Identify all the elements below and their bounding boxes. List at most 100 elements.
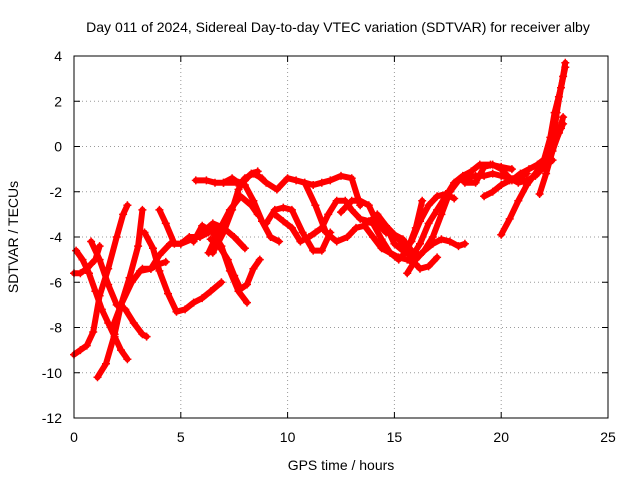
data-point-marker [104,319,113,327]
data-point-marker [76,269,85,278]
data-point-marker [292,176,301,185]
data-point-marker [559,72,568,81]
axis-ticks [73,55,609,419]
data-point-marker [138,205,147,214]
data-point-marker [428,233,437,241]
series-arc-16 [251,169,365,210]
y-tick-label: -8 [50,320,63,336]
data-point-marker [208,248,217,257]
data-point-marker [102,359,110,368]
data-point-marker [298,228,307,237]
data-point-marker [240,174,249,183]
data-point-marker [296,237,305,246]
data-point-marker [185,233,194,241]
data-point-marker [531,169,540,178]
chart-title: Day 011 of 2024, Sidereal Day-to-day VTE… [86,19,590,35]
data-point-marker [176,239,185,248]
data-point-marker [347,205,356,214]
x-tick-label: 5 [177,429,185,445]
data-point-marker [546,156,555,165]
data-point-marker [129,319,138,327]
data-point-marker [219,228,228,237]
data-point-marker [437,210,446,219]
data-point-marker [251,169,260,178]
data-point-marker [369,233,377,241]
data-point-marker [460,239,469,248]
y-tick-label: -4 [50,229,63,245]
data-point-marker [322,228,330,237]
x-tick-label: 20 [493,429,509,445]
data-point-marker [240,244,249,253]
data-point-marker [416,239,424,248]
data-point-marker [76,346,85,355]
y-tick-label: 0 [54,139,62,155]
data-point-marker [198,294,207,303]
data-point-marker [121,305,130,314]
data-point-marker [93,373,102,382]
data-point-marker [117,300,125,309]
data-point-marker [287,205,296,214]
data-point-marker [138,264,147,273]
data-point-marker [535,190,544,198]
data-point-marker [249,196,258,205]
data-point-marker [416,217,424,226]
data-point-marker [138,330,147,339]
data-point-marker [119,210,128,219]
data-point-marker [398,246,407,255]
data-point-marker [407,237,416,246]
x-tick-label: 0 [70,429,78,445]
data-point-marker [559,113,568,122]
data-point-marker [416,264,424,273]
data-point-marker [514,196,523,205]
data-point-marker [337,171,345,180]
data-point-marker [243,280,251,289]
data-point-marker [554,92,563,101]
data-point-marker [272,185,281,194]
data-point-marker [228,205,237,214]
data-point-marker [454,242,463,251]
data-point-marker [95,242,104,251]
data-point-marker [283,174,292,183]
data-point-marker [505,214,514,223]
data-point-marker [480,192,489,201]
data-point-marker [275,237,284,246]
data-point-marker [97,305,106,314]
data-point-marker [78,255,87,264]
data-point-marker [394,255,403,264]
data-point-marker [266,233,275,241]
data-point-marker [488,160,497,169]
series-arc-9 [155,205,219,248]
data-point-marker [172,307,181,316]
data-point-marker [123,355,132,364]
data-point-marker [420,246,429,255]
data-point-marker [533,160,542,169]
data-point-marker [255,255,264,264]
data-point-marker [488,169,497,178]
series-arc-15 [219,178,284,246]
data-point-marker [217,278,226,287]
data-point-marker [352,223,360,232]
data-point-marker [381,221,390,230]
data-point-marker [525,165,533,174]
data-point-marker [234,185,243,194]
data-point-marker [497,230,506,239]
series-line [404,236,468,277]
data-point-marker [542,169,551,178]
data-point-marker [317,246,326,255]
data-point-marker [149,244,157,253]
data-point-marker [403,269,412,278]
data-point-marker [262,178,271,187]
data-point-marker [373,210,382,219]
data-point-marker [270,205,279,214]
data-point-marker [127,278,136,287]
data-point-marker [181,305,190,314]
data-point-marker [480,162,489,171]
x-tick-labels: 0 5 10 15 20 25 [70,429,616,445]
x-axis-label: GPS time / hours [288,457,395,473]
data-point-marker [249,264,258,273]
data-point-marker [377,235,386,244]
data-point-marker [161,257,170,266]
data-point-marker [433,205,442,214]
data-point-marker [146,264,155,273]
